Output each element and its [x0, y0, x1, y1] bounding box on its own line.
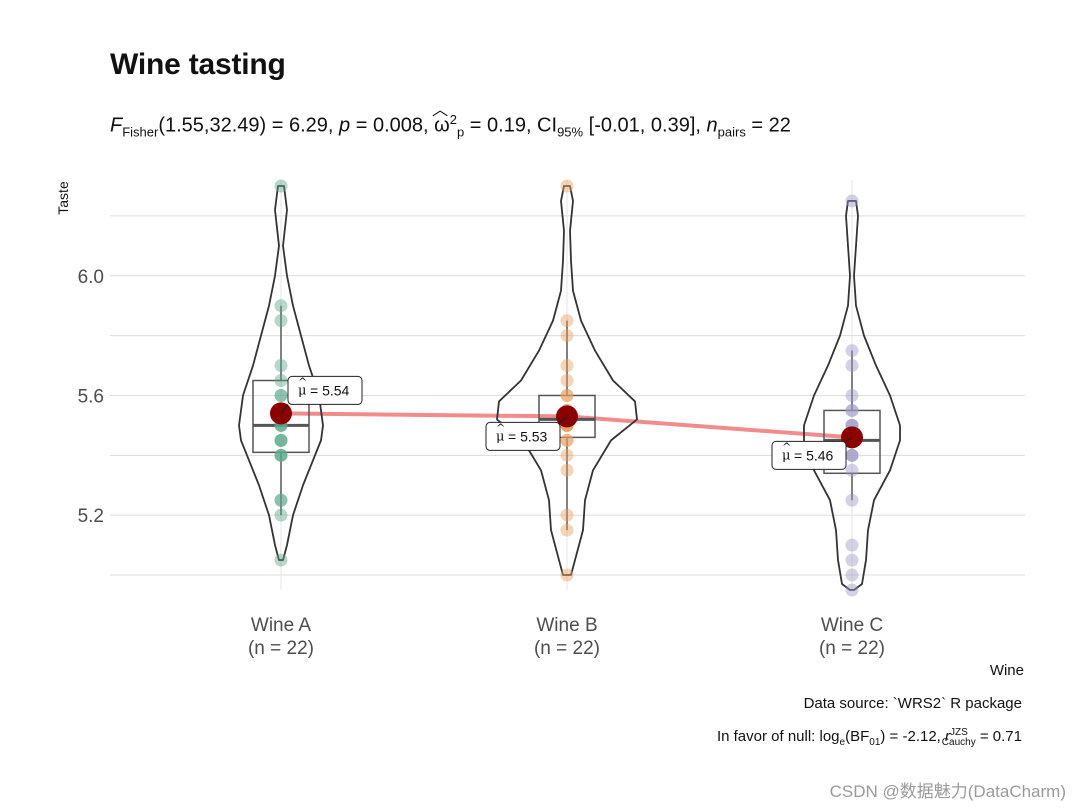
data-point [274, 448, 288, 462]
data-point [274, 448, 288, 462]
x-tick-label: Wine B [536, 615, 597, 636]
mean-label-hat: ^ [298, 375, 307, 388]
data-point [560, 314, 574, 328]
data-point [845, 448, 859, 462]
mean-label-box [771, 440, 847, 470]
data-point [274, 374, 288, 388]
box-2 [538, 394, 596, 439]
x-tick-label: Wine C [821, 615, 883, 636]
x-tick-count-label: (n = 22) [534, 638, 600, 659]
box-1 [252, 379, 310, 454]
chart-title: Wine tasting [110, 48, 286, 81]
data-point [274, 553, 288, 567]
data-point [274, 433, 288, 447]
mean-label-value: = 5.53 [508, 428, 548, 444]
data-point [274, 388, 288, 402]
data-point [845, 194, 859, 208]
data-point [560, 359, 574, 373]
violin-3 [803, 200, 901, 591]
caption-bayes-factor: In favor of null: loge(BF01) = -2.12, rJ… [716, 727, 1022, 748]
y-tick-label: 6.0 [78, 267, 104, 288]
data-point [274, 433, 288, 447]
data-point [845, 344, 859, 358]
data-point [560, 374, 574, 388]
violin-1 [238, 185, 324, 561]
data-point [560, 179, 574, 193]
data-point [845, 359, 859, 373]
data-point [274, 433, 288, 447]
data-point [560, 329, 574, 343]
watermark: CSDN @数据魅力(DataCharm) [829, 782, 1066, 801]
mean-label-hat: ^ [496, 421, 505, 434]
y-tick-label: 5.2 [78, 506, 104, 527]
caption-data-source: Data source: `WRS2` R package [803, 695, 1022, 712]
data-point [560, 463, 574, 477]
mean-label-hat: ^ [782, 440, 791, 453]
data-point [274, 493, 288, 507]
data-point [560, 568, 574, 582]
data-point [274, 508, 288, 522]
data-point [560, 433, 574, 447]
data-point [274, 388, 288, 402]
data-point [560, 388, 574, 402]
data-point [845, 448, 859, 462]
mean-label-mu: μ [496, 429, 504, 444]
y-axis-label: Taste [55, 181, 71, 215]
data-point [845, 388, 859, 402]
data-point [274, 314, 288, 328]
data-point [845, 463, 859, 477]
mean-label-pointer [845, 436, 853, 442]
x-tick-count-label: (n = 22) [248, 638, 314, 659]
data-point [845, 403, 859, 417]
data-point [560, 388, 574, 402]
x-tick-label: Wine A [251, 615, 312, 636]
mean-label-box [485, 421, 561, 451]
data-point [845, 403, 859, 417]
x-tick-count-label: (n = 22) [819, 638, 885, 659]
mean-label-box [287, 375, 363, 405]
data-point [560, 508, 574, 522]
data-point [274, 493, 288, 507]
data-point [274, 359, 288, 373]
violin-2 [496, 185, 638, 576]
data-point [845, 448, 859, 462]
chart-subtitle: FFisher(1.55,32.49) = 6.29, p = 0.008, ︿… [110, 102, 791, 140]
mean-label-pointer [280, 404, 289, 414]
data-point [845, 583, 859, 597]
data-point [274, 299, 288, 313]
violins [238, 185, 901, 591]
mean-label-mu: μ [782, 448, 790, 463]
x-axis-label: Wine [990, 662, 1024, 679]
data-point [560, 448, 574, 462]
mean-label-mu: μ [298, 383, 306, 398]
y-tick-label: 5.6 [78, 386, 104, 407]
data-point [845, 553, 859, 567]
mean-label-value: = 5.46 [794, 447, 834, 463]
data-point [845, 538, 859, 552]
data-point [274, 179, 288, 193]
mean-labels: μ^= 5.54μ^= 5.53μ^= 5.46 [280, 375, 853, 470]
data-point [560, 433, 574, 447]
mean-label-value: = 5.54 [310, 382, 350, 398]
data-point [845, 568, 859, 582]
data-point [274, 448, 288, 462]
data-point [560, 523, 574, 537]
data-point [845, 493, 859, 507]
mean-label-pointer [559, 415, 568, 423]
